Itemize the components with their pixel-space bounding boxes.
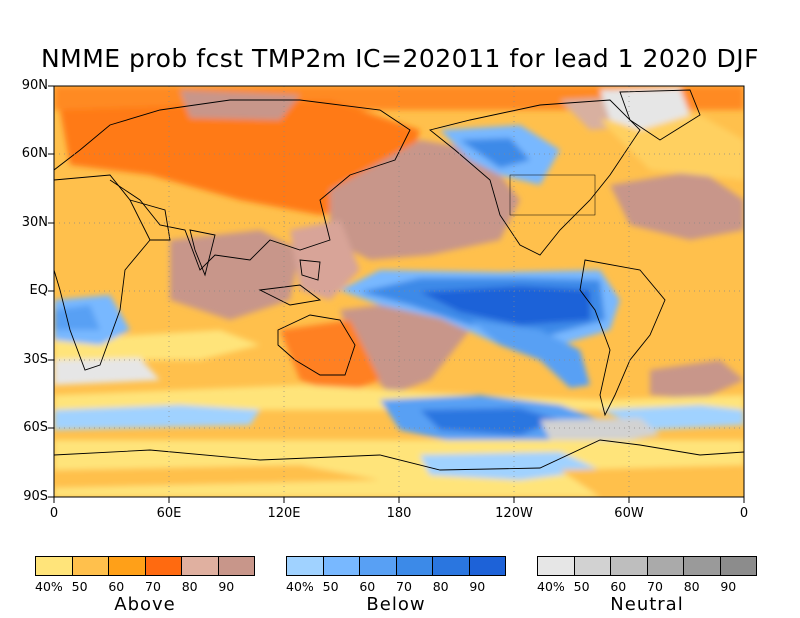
legend-neutral-tick: 40% [537, 579, 565, 594]
legend-above-tick: 50 [71, 579, 88, 594]
legend-above-swatch [218, 557, 254, 575]
legend-neutral-tick: 70 [647, 579, 663, 594]
legend-below-tick: 50 [322, 579, 339, 594]
legend-above-tick: 80 [181, 579, 198, 594]
lat-label-eq: EQ [29, 283, 48, 298]
legend-below-swatch [287, 557, 324, 575]
legend-below-name: Below [366, 594, 426, 615]
lon-label-60e: 60E [156, 506, 182, 521]
legend-above-swatch [72, 557, 109, 575]
legend-neutral-swatch [538, 557, 575, 575]
legend-below-swatch [433, 557, 470, 575]
legend-neutral-swatch [647, 557, 684, 575]
lat-label-60s: 60S [23, 420, 48, 435]
legend-neutral-colorbar [537, 556, 757, 576]
legend-above-colorbar [35, 556, 255, 576]
legend-above-tick: 40% [35, 579, 63, 594]
legend-neutral-tick: 50 [573, 579, 590, 594]
legend-neutral-tick: 90 [720, 579, 737, 594]
lon-label-0-east: 0 [739, 506, 749, 521]
legend-neutral-swatch [574, 557, 611, 575]
legend-below: 40% 50 60 70 80 90 Below [286, 556, 506, 615]
lat-label-60n: 60N [21, 146, 48, 161]
lon-label-120e: 120E [267, 506, 301, 521]
legend-neutral-name: Neutral [610, 594, 684, 615]
lat-label-90n: 90N [21, 78, 48, 93]
legend-neutral-tick: 60 [610, 579, 627, 594]
lat-label-30s: 30S [23, 352, 48, 367]
legend-neutral-swatch [720, 557, 756, 575]
legend-below-swatch [469, 557, 505, 575]
legend-below-tick: 80 [432, 579, 449, 594]
legend-below-colorbar [286, 556, 506, 576]
legend-below-swatch [323, 557, 360, 575]
legend-above: 40% 50 60 70 80 90 Above [35, 556, 255, 615]
lon-label-120w: 120W [495, 506, 533, 521]
legend-neutral-swatch [684, 557, 721, 575]
legend-neutral-swatch [611, 557, 648, 575]
legend-above-tick: 90 [218, 579, 235, 594]
legend-above-swatch [109, 557, 146, 575]
legend-neutral-tick: 80 [683, 579, 700, 594]
lat-label-90s: 90S [23, 489, 48, 504]
legend-below-tick: 60 [359, 579, 376, 594]
lat-label-30n: 30N [21, 215, 48, 230]
legend-below-swatch [360, 557, 397, 575]
legend-neutral: 40% 50 60 70 80 90 Neutral [537, 556, 757, 615]
legend-above-tick: 70 [145, 579, 161, 594]
legend-above-swatch [36, 557, 73, 575]
legend-above-swatch [145, 557, 182, 575]
legend-below-swatch [396, 557, 433, 575]
lon-label-60w: 60W [614, 506, 644, 521]
legend-below-tick: 90 [469, 579, 486, 594]
legend-above-name: Above [114, 594, 176, 615]
lon-label-180: 180 [386, 506, 412, 521]
legend-above-tick: 60 [108, 579, 125, 594]
legend-above-swatch [182, 557, 219, 575]
lon-label-0: 0 [49, 506, 59, 521]
chart-title: NMME prob fcst TMP2m IC=202011 for lead … [40, 44, 760, 73]
legend-below-tick: 70 [396, 579, 412, 594]
legend-below-tick: 40% [286, 579, 314, 594]
